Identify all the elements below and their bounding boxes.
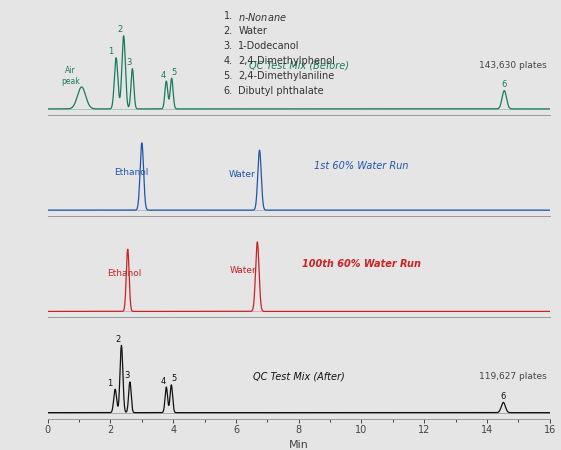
Text: 1.: 1. xyxy=(224,11,233,21)
Text: 1: 1 xyxy=(108,47,113,56)
Text: Air
peak: Air peak xyxy=(61,67,80,86)
Text: Ethanol: Ethanol xyxy=(114,168,148,177)
Text: 1: 1 xyxy=(107,379,112,388)
Text: 6.: 6. xyxy=(224,86,233,95)
Text: Ethanol: Ethanol xyxy=(107,270,142,279)
Text: 3: 3 xyxy=(126,58,131,67)
Text: $n$-Nonane: $n$-Nonane xyxy=(238,11,287,23)
Text: 5: 5 xyxy=(172,68,177,76)
Text: 2,4-Dimethylaniline: 2,4-Dimethylaniline xyxy=(238,71,335,81)
Text: 4.: 4. xyxy=(224,56,233,66)
Text: 3.: 3. xyxy=(224,41,233,51)
Text: Water: Water xyxy=(230,266,256,275)
Text: 2: 2 xyxy=(116,335,121,344)
Text: 119,627 plates: 119,627 plates xyxy=(479,372,546,381)
Text: 143,630 plates: 143,630 plates xyxy=(479,60,546,69)
Text: 5.: 5. xyxy=(224,71,233,81)
Text: 4: 4 xyxy=(160,71,166,80)
Text: 5: 5 xyxy=(171,374,177,383)
Text: 2.: 2. xyxy=(224,26,233,36)
Text: 6: 6 xyxy=(500,392,506,401)
X-axis label: Min: Min xyxy=(289,440,309,450)
Text: Water: Water xyxy=(229,171,256,180)
Text: Dibutyl phthalate: Dibutyl phthalate xyxy=(238,86,324,95)
Text: 4: 4 xyxy=(160,377,166,386)
Text: 1-Dodecanol: 1-Dodecanol xyxy=(238,41,300,51)
Text: 2,4-Dimethylphenol: 2,4-Dimethylphenol xyxy=(238,56,335,66)
Text: QC Test Mix (After): QC Test Mix (After) xyxy=(253,371,344,381)
Text: QC Test Mix (Before): QC Test Mix (Before) xyxy=(249,60,349,70)
Text: 1st 60% Water Run: 1st 60% Water Run xyxy=(314,161,408,171)
Text: 6: 6 xyxy=(502,80,507,89)
Text: 3: 3 xyxy=(124,372,130,380)
Text: 2: 2 xyxy=(117,25,122,34)
Text: 100th 60% Water Run: 100th 60% Water Run xyxy=(302,259,421,269)
Text: Water: Water xyxy=(238,26,267,36)
